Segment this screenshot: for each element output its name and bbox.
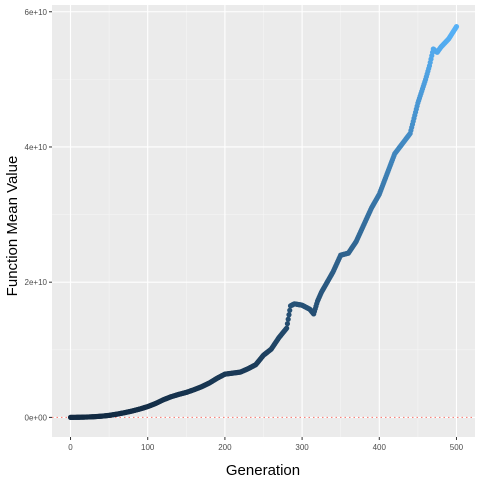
- y-axis-title: Function Mean Value: [4, 156, 21, 297]
- x-tick-label: 0: [68, 443, 73, 452]
- data-points: [67, 24, 460, 420]
- x-tick-label: 500: [450, 443, 464, 452]
- data-point: [284, 325, 290, 331]
- data-point: [285, 316, 291, 322]
- x-axis: 0 100 200 300 400 500: [68, 437, 464, 452]
- x-tick-label: 400: [373, 443, 387, 452]
- y-tick-label: 6e+10: [25, 8, 48, 17]
- data-point: [287, 307, 293, 313]
- y-axis: 0e+00 2e+10 4e+10 6e+10: [25, 8, 52, 422]
- y-tick-label: 0e+00: [25, 413, 48, 422]
- data-point: [284, 321, 291, 327]
- y-tick-label: 4e+10: [25, 143, 48, 152]
- data-point: [286, 312, 292, 318]
- x-tick-label: 300: [295, 443, 309, 452]
- y-tick-label: 2e+10: [25, 278, 48, 287]
- x-tick-label: 200: [218, 443, 232, 452]
- x-axis-title: Generation: [226, 462, 300, 479]
- x-tick-label: 100: [141, 443, 155, 452]
- data-point: [453, 24, 460, 30]
